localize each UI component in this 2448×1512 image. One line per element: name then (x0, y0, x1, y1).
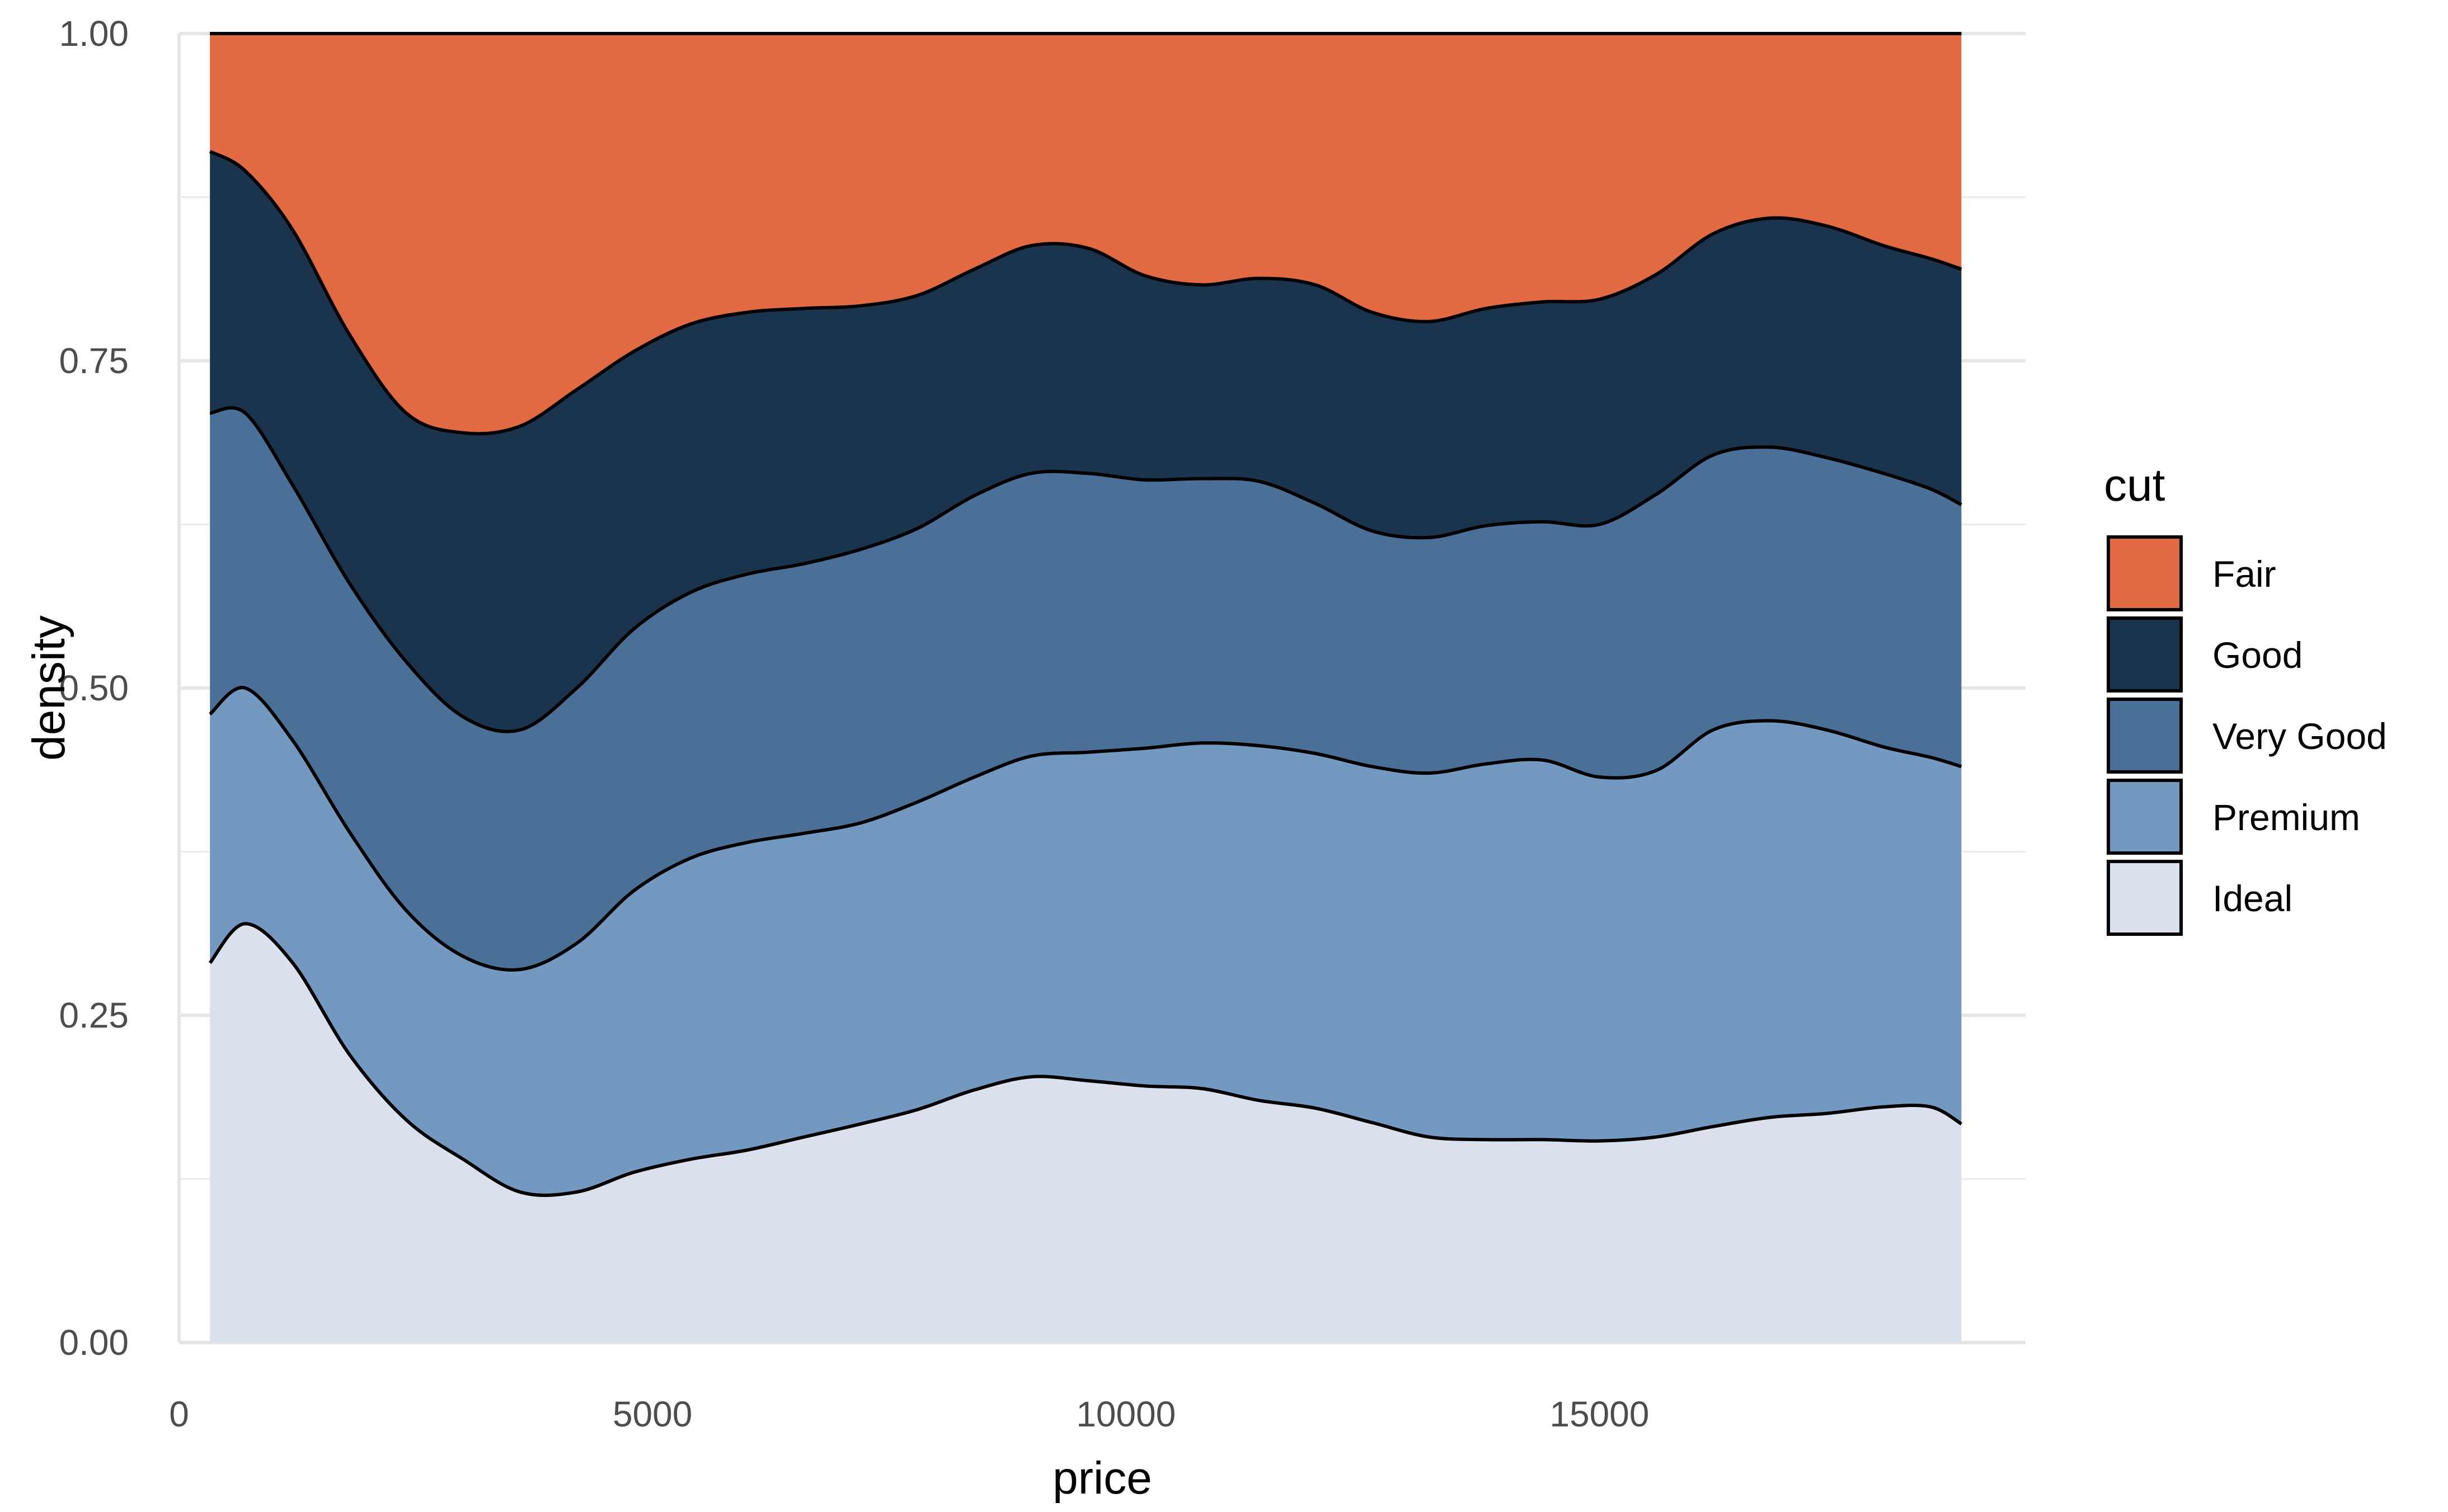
legend-key-good (2107, 616, 2183, 693)
y-tick-label: 0.75 (59, 341, 129, 381)
x-tick-label: 0 (169, 1394, 189, 1434)
legend-key-very-good (2107, 698, 2183, 774)
area-good (210, 151, 1962, 732)
boundary-lines (208, 31, 1962, 1197)
legend-label: Good (2212, 634, 2303, 676)
legend-label: Ideal (2212, 878, 2292, 919)
y-tick-label: 1.00 (59, 13, 129, 54)
x-tick-label: 10000 (1076, 1394, 1176, 1434)
area-ideal (210, 924, 1962, 1343)
x-axis-title: price (1053, 1453, 1152, 1504)
legend-label: Premium (2212, 797, 2360, 838)
legend-key-premium (2107, 779, 2183, 855)
stacked-areas (210, 34, 1962, 1343)
boundary-very-good (209, 406, 1962, 733)
legend-key-fair (2107, 535, 2183, 611)
x-tick-label: 5000 (613, 1394, 692, 1434)
y-tick-label: 0.50 (59, 668, 129, 708)
legend: cut Fair Good Very Good Premium Ideal (2104, 460, 2387, 936)
y-tick-label: 0.25 (59, 995, 129, 1035)
area-very-good (210, 408, 1962, 970)
legend-label: Very Good (2212, 715, 2387, 757)
y-tick-label: 0.00 (59, 1322, 129, 1363)
legend-title: cut (2104, 460, 2165, 511)
x-tick-label: 15000 (1549, 1394, 1649, 1434)
boundary-premium (209, 686, 1962, 972)
legend-key-ideal (2107, 860, 2183, 936)
boundary-good (209, 149, 1962, 436)
area-premium (210, 687, 1962, 1195)
axis-ticks: 0.00 0.25 0.50 0.75 1.00 0 5000 10000 15000 (59, 13, 1649, 1434)
y-axis-title: density (24, 615, 74, 761)
area-fair (210, 34, 1962, 434)
legend-label: Fair (2212, 553, 2276, 595)
boundary-ideal (208, 922, 1962, 1197)
